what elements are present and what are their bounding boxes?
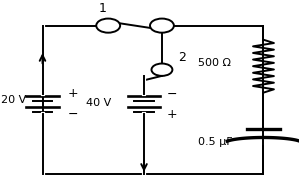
Text: 500 Ω: 500 Ω bbox=[198, 58, 231, 68]
Circle shape bbox=[152, 63, 172, 76]
Text: 1: 1 bbox=[98, 2, 106, 15]
Text: −: − bbox=[167, 88, 177, 100]
Text: +: + bbox=[68, 88, 79, 100]
Text: −: − bbox=[68, 108, 78, 121]
Text: 2: 2 bbox=[178, 51, 186, 63]
Text: +: + bbox=[167, 108, 177, 121]
Text: 20 V: 20 V bbox=[1, 95, 26, 105]
Circle shape bbox=[150, 18, 174, 33]
Text: 0.5 μF: 0.5 μF bbox=[198, 137, 232, 147]
Circle shape bbox=[96, 18, 120, 33]
Text: 40 V: 40 V bbox=[86, 98, 111, 108]
